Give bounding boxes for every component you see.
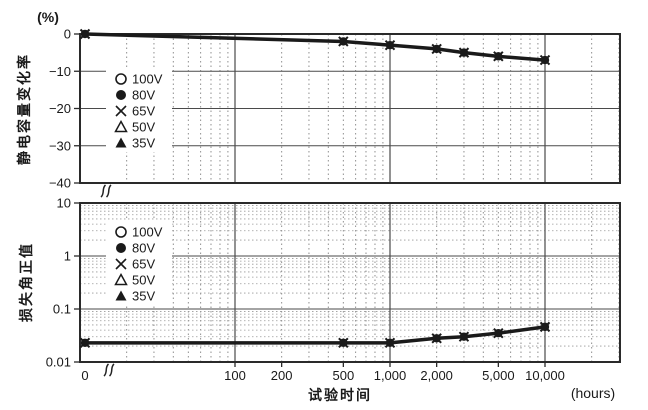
y-axis-title-bottom: 损失角正值 [18, 242, 34, 322]
x-tick-label: 5,000 [482, 368, 515, 383]
legend-label: 100V [132, 72, 163, 87]
x-tick-label: 0 [81, 368, 88, 383]
legend-label: 80V [132, 88, 155, 103]
y-tick-label: −40 [49, 176, 71, 191]
x-cross-icon [115, 105, 127, 117]
data-point-overlapping-markers [458, 331, 470, 342]
x-tick-label: 2,000 [420, 368, 453, 383]
y-tick-label: 10 [57, 196, 71, 211]
marker-dot [432, 334, 441, 343]
open-triangle-icon [114, 272, 128, 286]
y-axis-unit-top: (%) [37, 9, 59, 25]
legend-item-80V: 80V [116, 88, 155, 103]
legend-label: 65V [132, 104, 155, 119]
data-point-overlapping-markers [384, 337, 396, 349]
data-point-overlapping-markers [338, 337, 349, 349]
legend-label: 100V [132, 225, 163, 240]
legend-item-65V: 65V [115, 257, 155, 272]
filled-triangle-icon [115, 290, 127, 301]
legend-item-50V: 50V [114, 119, 155, 135]
legend-label: 65V [132, 257, 155, 272]
legend-item-100V: 100V [115, 225, 163, 240]
y-tick-label: 1 [64, 249, 71, 264]
legend-label: 35V [132, 289, 155, 304]
open-circle-icon [115, 73, 127, 85]
x-cross-icon [115, 258, 127, 270]
legend-label: 50V [132, 120, 155, 135]
axis-break-icon [108, 363, 115, 377]
data-point-overlapping-markers [539, 54, 551, 66]
y-tick-label: −20 [49, 101, 71, 116]
x-tick-label: 10,000 [525, 368, 565, 383]
legend-item-65V: 65V [115, 104, 155, 119]
marker-dot [494, 52, 503, 61]
legend-item-35V: 35V [115, 136, 155, 151]
x-axis-title: 试验时间 [308, 387, 372, 403]
data-point-overlapping-markers [431, 43, 442, 55]
y-tick-label: 0 [64, 27, 71, 42]
legend-label: 50V [132, 273, 155, 288]
data-point-overlapping-markers [384, 39, 396, 51]
legend-item-35V: 35V [115, 289, 155, 304]
x-tick-label: 100 [224, 368, 246, 383]
marker-dot [459, 48, 469, 57]
marker-dot [339, 37, 348, 46]
marker-dot [80, 338, 90, 348]
data-point-overlapping-markers [458, 47, 470, 58]
y-tick-label: −30 [49, 138, 71, 153]
marker-dot [540, 322, 550, 332]
legend-item-100V: 100V [115, 72, 163, 87]
marker-dot [385, 338, 395, 348]
y-axis-title-top: 静电容量变化率 [16, 53, 32, 165]
x-tick-label: 1,000 [374, 368, 407, 383]
x-axis-ticks: 0 100 200 500 1,000 2,000 5,000 10,000 [81, 362, 565, 383]
axis-break-icon [103, 363, 110, 377]
marker-dot [432, 44, 441, 54]
marker-dot [80, 29, 90, 39]
filled-circle-icon [116, 90, 126, 100]
marker-dot [459, 332, 469, 341]
data-point-overlapping-markers [79, 28, 91, 40]
panel-frame [79, 202, 621, 363]
legend-item-80V: 80V [116, 241, 155, 256]
open-circle-icon [115, 226, 127, 238]
y-tick-label: 0.01 [46, 355, 71, 370]
data-point-overlapping-markers [493, 51, 504, 62]
data-point-overlapping-markers [493, 327, 504, 339]
legend-item-50V: 50V [114, 272, 155, 288]
open-triangle-icon [114, 119, 128, 133]
filled-triangle-icon [115, 137, 127, 148]
filled-circle-icon [116, 243, 126, 253]
y-tick-label: −10 [49, 64, 71, 79]
marker-dot [540, 55, 550, 65]
x-axis-unit: (hours) [570, 385, 616, 401]
data-point-overlapping-markers [79, 337, 91, 349]
data-point-overlapping-markers [539, 321, 551, 333]
legend-label: 80V [132, 241, 155, 256]
x-tick-label: 500 [332, 368, 354, 383]
marker-dot [494, 328, 503, 338]
axis-break-icon [100, 184, 107, 198]
data-curve [83, 32, 547, 62]
x-tick-label: 200 [271, 368, 293, 383]
marker-dot [339, 338, 348, 348]
y-tick-label: 0.1 [53, 302, 71, 317]
marker-dot [385, 40, 395, 50]
legend-label: 35V [132, 136, 155, 151]
data-point-overlapping-markers [431, 333, 442, 344]
data-point-overlapping-markers [338, 36, 349, 47]
axis-break-icon [105, 184, 112, 198]
